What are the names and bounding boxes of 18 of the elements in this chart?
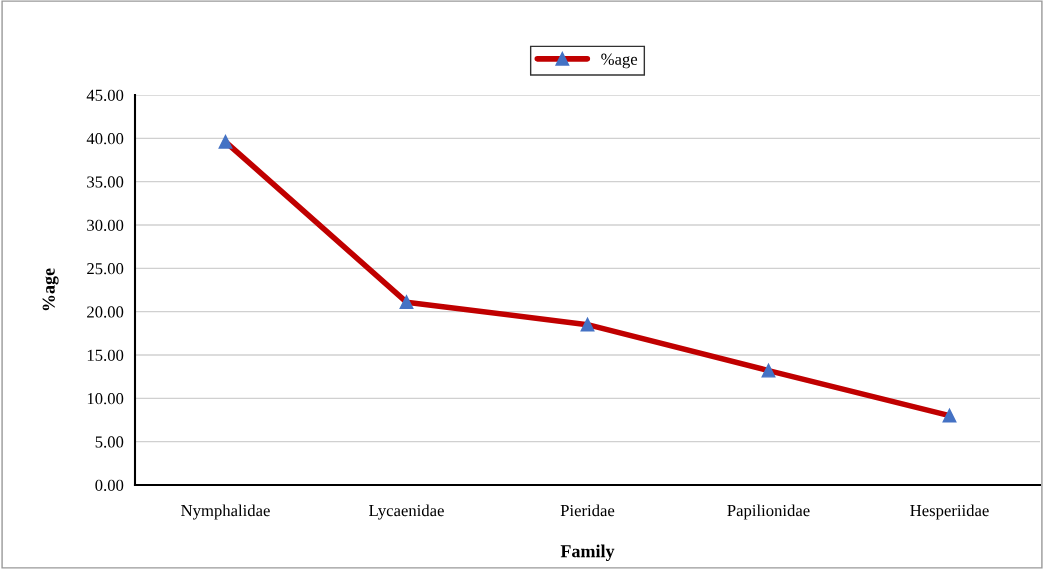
- y-tick-label: 20.00: [87, 306, 124, 318]
- y-tick-label: 5.00: [95, 436, 124, 448]
- y-tick-label: 40.00: [86, 133, 124, 145]
- x-tick-label: Lycaenidae: [369, 504, 444, 520]
- y-tick-label: 10.00: [87, 393, 124, 405]
- x-axis-title: Family: [560, 544, 615, 562]
- y-tick-label: 45.00: [86, 89, 124, 102]
- x-tick-label: Nymphalidae: [181, 504, 270, 520]
- y-tick-label: 25.00: [87, 263, 124, 275]
- y-tick-label: 35.00: [87, 176, 124, 188]
- x-tick-label: Hesperiidae: [910, 504, 989, 520]
- y-tick-label: 0.00: [95, 479, 124, 492]
- x-tick-label: Pieridae: [560, 504, 615, 517]
- legend-label: %age: [601, 53, 638, 69]
- y-tick-label: 30.00: [87, 219, 124, 232]
- y-axis-title: %age: [42, 268, 59, 311]
- x-tick-label: Papilionidae: [727, 504, 810, 520]
- y-tick-label: 15.00: [87, 349, 124, 362]
